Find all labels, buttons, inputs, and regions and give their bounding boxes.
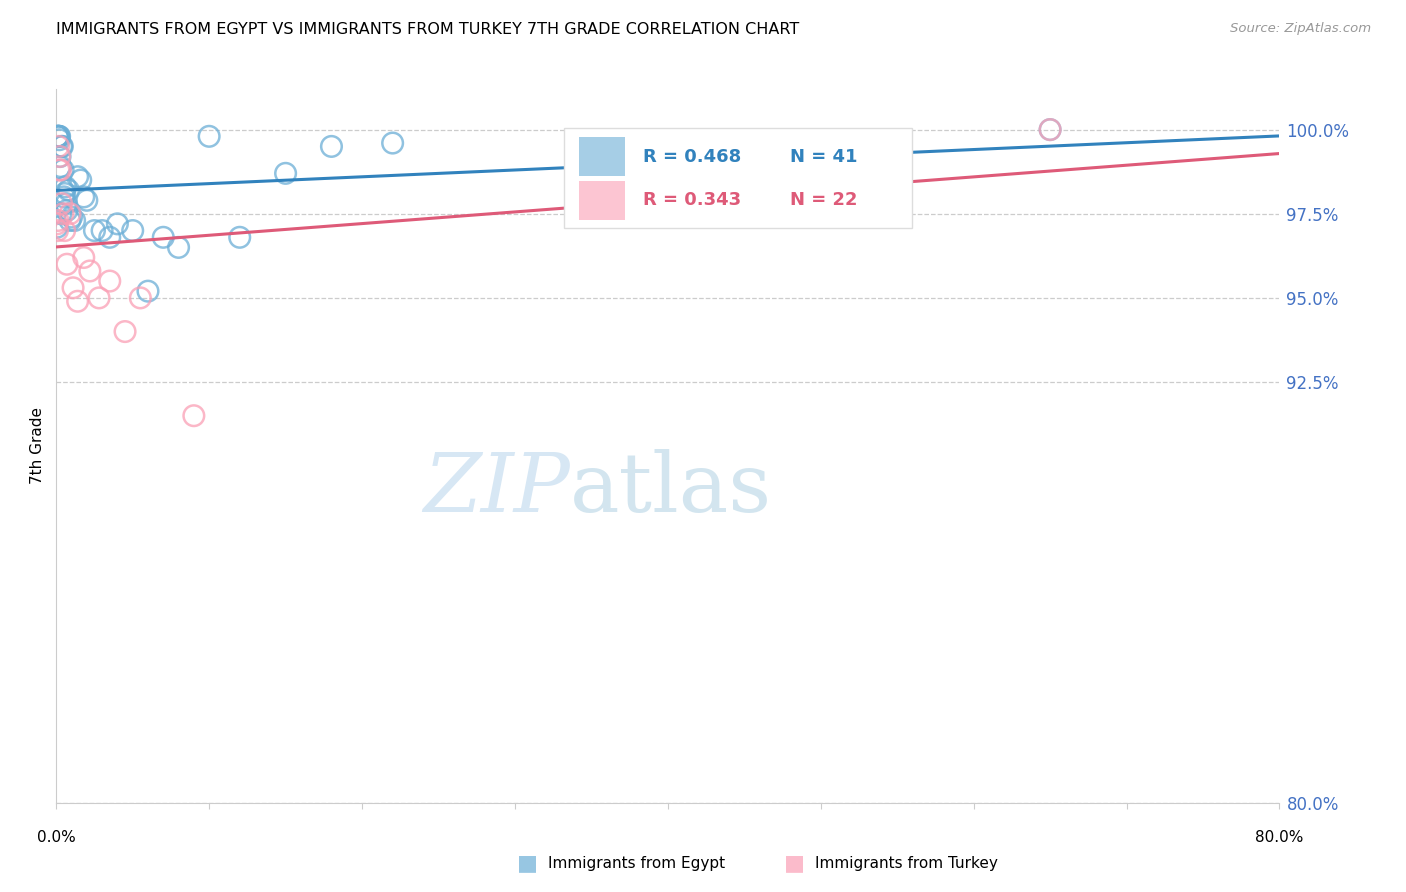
Point bbox=[107, 217, 129, 231]
Text: R = 0.468: R = 0.468 bbox=[644, 148, 741, 166]
Text: ZIP: ZIP bbox=[423, 449, 569, 529]
Text: atlas: atlas bbox=[569, 449, 772, 529]
Point bbox=[83, 223, 105, 237]
Point bbox=[69, 173, 91, 187]
Point bbox=[51, 139, 73, 153]
Text: N = 22: N = 22 bbox=[790, 191, 858, 209]
Text: N = 41: N = 41 bbox=[790, 148, 858, 166]
Point bbox=[98, 230, 121, 244]
Point bbox=[49, 163, 72, 178]
Point bbox=[46, 129, 69, 144]
Point bbox=[51, 196, 73, 211]
Point bbox=[52, 190, 75, 204]
Point bbox=[52, 163, 75, 178]
Point bbox=[46, 223, 69, 237]
Point bbox=[79, 264, 101, 278]
Point bbox=[48, 133, 70, 147]
Point bbox=[56, 203, 79, 218]
Point bbox=[66, 169, 89, 184]
Point bbox=[87, 291, 110, 305]
Point bbox=[121, 223, 143, 237]
Point bbox=[62, 281, 84, 295]
Point bbox=[1039, 122, 1062, 136]
Point bbox=[198, 129, 221, 144]
Point bbox=[129, 291, 152, 305]
Point bbox=[55, 179, 77, 194]
Point bbox=[91, 223, 114, 237]
Point bbox=[46, 129, 69, 144]
Point bbox=[66, 294, 89, 309]
Point bbox=[152, 230, 174, 244]
Point bbox=[49, 149, 72, 163]
Text: 0.0%: 0.0% bbox=[37, 830, 76, 845]
Point bbox=[49, 207, 72, 221]
Point bbox=[48, 139, 70, 153]
Text: IMMIGRANTS FROM EGYPT VS IMMIGRANTS FROM TURKEY 7TH GRADE CORRELATION CHART: IMMIGRANTS FROM EGYPT VS IMMIGRANTS FROM… bbox=[56, 22, 800, 37]
Text: ■: ■ bbox=[785, 854, 804, 873]
Bar bbox=[578, 137, 626, 177]
Point bbox=[63, 213, 86, 227]
Point bbox=[73, 190, 96, 204]
Point bbox=[53, 223, 76, 237]
Point bbox=[48, 129, 70, 144]
Point bbox=[73, 251, 96, 265]
Point bbox=[274, 166, 297, 180]
Point bbox=[381, 136, 404, 150]
Point bbox=[53, 186, 76, 201]
Point bbox=[56, 257, 79, 271]
Point bbox=[48, 163, 70, 178]
Bar bbox=[564, 128, 912, 228]
Point bbox=[48, 129, 70, 144]
Point bbox=[59, 213, 82, 227]
Point bbox=[60, 210, 83, 224]
Point bbox=[46, 213, 69, 227]
Point bbox=[228, 230, 252, 244]
Point bbox=[48, 149, 70, 163]
Text: ■: ■ bbox=[517, 854, 537, 873]
Point bbox=[183, 409, 205, 423]
Point bbox=[46, 220, 69, 235]
Point bbox=[136, 284, 159, 298]
Bar bbox=[578, 180, 626, 219]
Point bbox=[1039, 122, 1062, 136]
Point bbox=[58, 183, 80, 197]
Text: 80.0%: 80.0% bbox=[1256, 830, 1303, 845]
Point bbox=[46, 217, 69, 231]
Point bbox=[48, 129, 70, 144]
Point bbox=[76, 194, 98, 208]
Text: R = 0.343: R = 0.343 bbox=[644, 191, 741, 209]
Y-axis label: 7th Grade: 7th Grade bbox=[30, 408, 45, 484]
Point bbox=[321, 139, 343, 153]
Point bbox=[46, 129, 69, 144]
Text: Immigrants from Egypt: Immigrants from Egypt bbox=[548, 856, 725, 871]
Text: Source: ZipAtlas.com: Source: ZipAtlas.com bbox=[1230, 22, 1371, 36]
Text: Immigrants from Turkey: Immigrants from Turkey bbox=[815, 856, 998, 871]
Point bbox=[114, 325, 136, 339]
Point bbox=[49, 160, 72, 174]
Point bbox=[59, 207, 82, 221]
Point bbox=[52, 207, 75, 221]
Point bbox=[55, 196, 77, 211]
Point bbox=[167, 240, 190, 254]
Point bbox=[51, 139, 73, 153]
Point bbox=[98, 274, 121, 288]
